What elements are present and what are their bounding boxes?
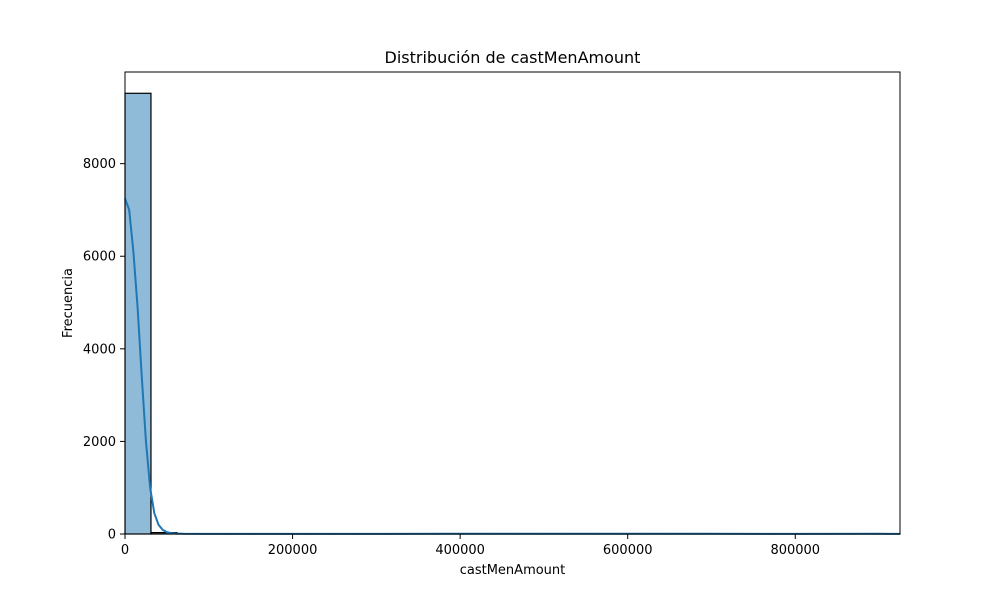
y-tick-label: 6000	[83, 250, 116, 265]
x-tick-label: 200000	[268, 543, 318, 558]
y-tick-label: 0	[108, 528, 116, 543]
y-tick-label: 8000	[83, 157, 116, 172]
x-tick-label: 0	[121, 543, 129, 558]
y-tick-label: 2000	[83, 435, 116, 450]
chart-title: Distribución de castMenAmount	[385, 48, 641, 67]
plot-area-frame	[124, 71, 901, 535]
y-axis-ticks: 0 2000 4000 6000 8000	[83, 157, 125, 543]
x-tick-label: 600000	[603, 543, 653, 558]
y-axis-label: Frecuencia	[61, 268, 76, 338]
x-tick-label: 800000	[770, 543, 820, 558]
x-axis-ticks: 0 200000 400000 600000 800000	[121, 534, 820, 558]
y-tick-label: 4000	[83, 342, 116, 357]
x-tick-label: 400000	[435, 543, 485, 558]
x-axis-label: castMenAmount	[460, 563, 566, 578]
